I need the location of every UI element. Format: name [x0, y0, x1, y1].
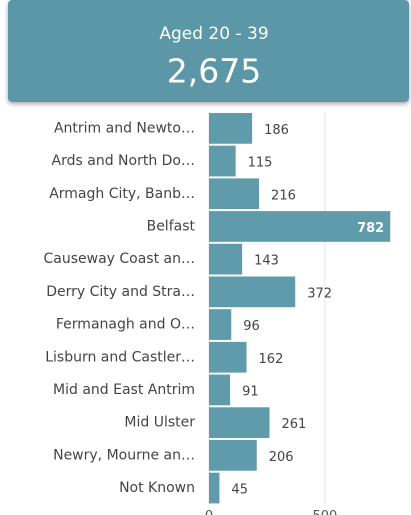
bar [209, 309, 232, 340]
card [8, 0, 409, 102]
plot: 0 500 Antrim and Newto… 186 Ards and North D… [43, 112, 391, 515]
bar [209, 341, 247, 373]
y-tick-label: Derry City and Stra… [46, 284, 195, 300]
bar [209, 112, 253, 144]
y-tick-label: Fermanagh and O… [56, 317, 195, 333]
bar [209, 439, 257, 471]
x-tick-label: 500 [312, 509, 337, 515]
card-label: Aged 20 - 39 [159, 24, 268, 44]
x-tick-label: 0 [205, 509, 213, 515]
value-label: 96 [243, 319, 260, 334]
y-tick-label: Newry, Mourne an… [53, 447, 195, 463]
value-label: 782 [357, 221, 384, 236]
y-tick-label: Belfast [147, 218, 196, 234]
bar [209, 374, 231, 406]
value-label: 162 [259, 352, 284, 367]
value-label: 216 [271, 188, 296, 203]
bar [209, 472, 220, 504]
bar [209, 407, 270, 439]
value-label: 143 [254, 254, 279, 269]
value-label: 206 [269, 450, 294, 465]
bar [209, 276, 296, 308]
value-label: 115 [248, 156, 273, 171]
y-tick-label: Lisburn and Castler… [45, 349, 195, 365]
card-value: 2,675 [167, 52, 261, 91]
bar [209, 145, 236, 177]
value-label: 372 [307, 286, 332, 301]
bar [209, 211, 391, 242]
value-label: 91 [242, 384, 259, 399]
y-tick-label: Not Known [119, 480, 195, 496]
y-tick-label: Antrim and Newto… [54, 120, 195, 136]
y-tick-label: Armagh City, Banb… [49, 186, 195, 202]
bar [209, 178, 260, 210]
value-label: 261 [281, 417, 306, 432]
bar [209, 243, 243, 275]
y-tick-label: Causeway Coast an… [43, 251, 195, 267]
y-tick-label: Mid Ulster [124, 415, 195, 431]
y-tick-label: Ards and North Do… [52, 153, 195, 169]
value-label: 186 [264, 123, 289, 138]
y-tick-label: Mid and East Antrim [53, 382, 195, 398]
value-label: 45 [231, 483, 248, 498]
